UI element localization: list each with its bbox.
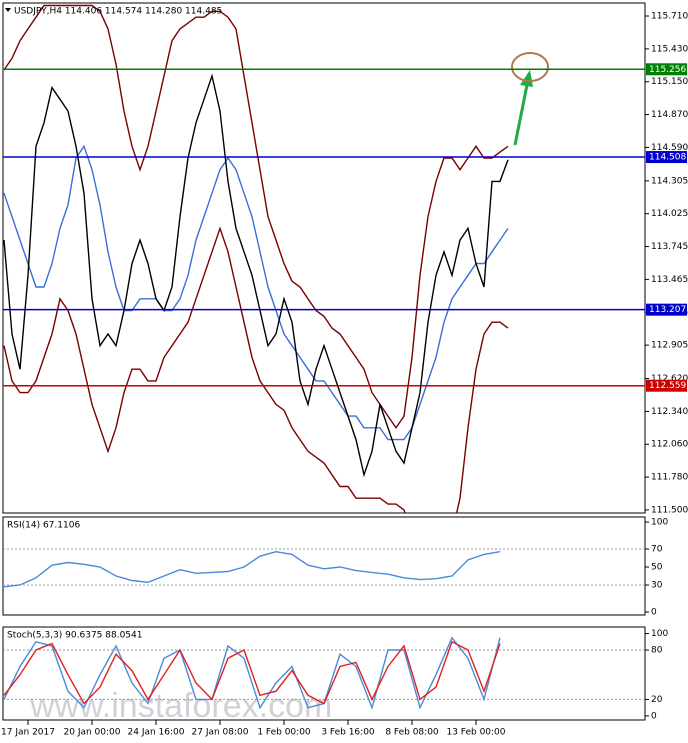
x-tick-label: 27 Jan 08:00 (192, 728, 249, 738)
plot-area (3, 548, 645, 588)
panel-title: Stoch(5,3,3) 90.6375 88.0541 (7, 631, 142, 641)
y-tick-label: 0 (651, 711, 657, 721)
y-tick-label: 111.500 (651, 505, 688, 515)
y-tick-label: 50 (651, 563, 663, 573)
y-tick-label: 20 (651, 695, 663, 705)
title-marker (5, 8, 11, 12)
x-tick-label: 20 Jan 00:00 (64, 728, 121, 738)
level-label: 115.256 (649, 65, 686, 75)
y-tick-label: 114.025 (651, 209, 688, 219)
panel-title: USDJPY,H4 114.406 114.574 114.280 114.48… (14, 7, 222, 17)
stoch-panel (2, 626, 646, 721)
x-tick-label: 8 Feb 08:00 (385, 728, 439, 738)
y-tick-label: 113.745 (651, 242, 688, 252)
x-tick-label: 17 Jan 2017 (1, 728, 55, 738)
y-tick-label: 112.340 (651, 407, 688, 417)
y-tick-label: 80 (651, 646, 663, 656)
y-tick-label: 114.305 (651, 176, 688, 186)
plot-area (3, 4, 509, 513)
y-tick-label: 115.430 (651, 44, 688, 54)
series-line (3, 144, 509, 441)
series-line (3, 4, 509, 430)
level-box (646, 379, 687, 392)
series-line (3, 640, 501, 705)
y-tick-label: 113.465 (651, 275, 688, 285)
arrow (513, 79, 530, 146)
y-tick-label: 114.590 (651, 143, 688, 153)
y-tick-label: 115.150 (651, 77, 688, 87)
level-label: 114.508 (649, 153, 686, 163)
arrow-head (520, 70, 533, 87)
panel-title: RSI(14) 67.1106 (7, 521, 80, 531)
y-tick-label: 111.780 (651, 473, 688, 483)
y-tick-label: 70 (651, 545, 663, 555)
level-box (646, 303, 687, 316)
y-tick-label: 112.905 (651, 341, 688, 351)
y-tick-label: 0 (651, 608, 657, 618)
x-tick-label: 3 Feb 16:00 (321, 728, 375, 738)
series-line (3, 636, 501, 710)
watermark: www.instaforex.com (29, 687, 332, 725)
y-tick-label: 100 (651, 518, 668, 528)
y-tick-label: 30 (651, 581, 663, 591)
x-tick-label: 24 Jan 16:00 (128, 728, 185, 738)
x-tick-label: 13 Feb 00:00 (446, 728, 505, 738)
rsi-panel (2, 516, 646, 616)
y-tick-label: 114.870 (651, 110, 688, 120)
level-label: 113.207 (649, 305, 686, 315)
y-tick-label: 112.060 (651, 440, 688, 450)
series-line (3, 550, 501, 588)
x-tick-label: 1 Feb 00:00 (257, 728, 311, 738)
target-circle (511, 52, 549, 82)
y-tick-label: 115.710 (651, 12, 688, 22)
level-box (646, 63, 687, 76)
y-tick-label: 112.620 (651, 374, 688, 384)
level-box (646, 151, 687, 164)
level-label: 112.559 (649, 381, 686, 391)
series-line (3, 73, 509, 478)
y-tick-label: 100 (651, 629, 668, 639)
main-panel (2, 2, 646, 514)
plot-area (3, 636, 645, 710)
series-line (3, 226, 509, 513)
